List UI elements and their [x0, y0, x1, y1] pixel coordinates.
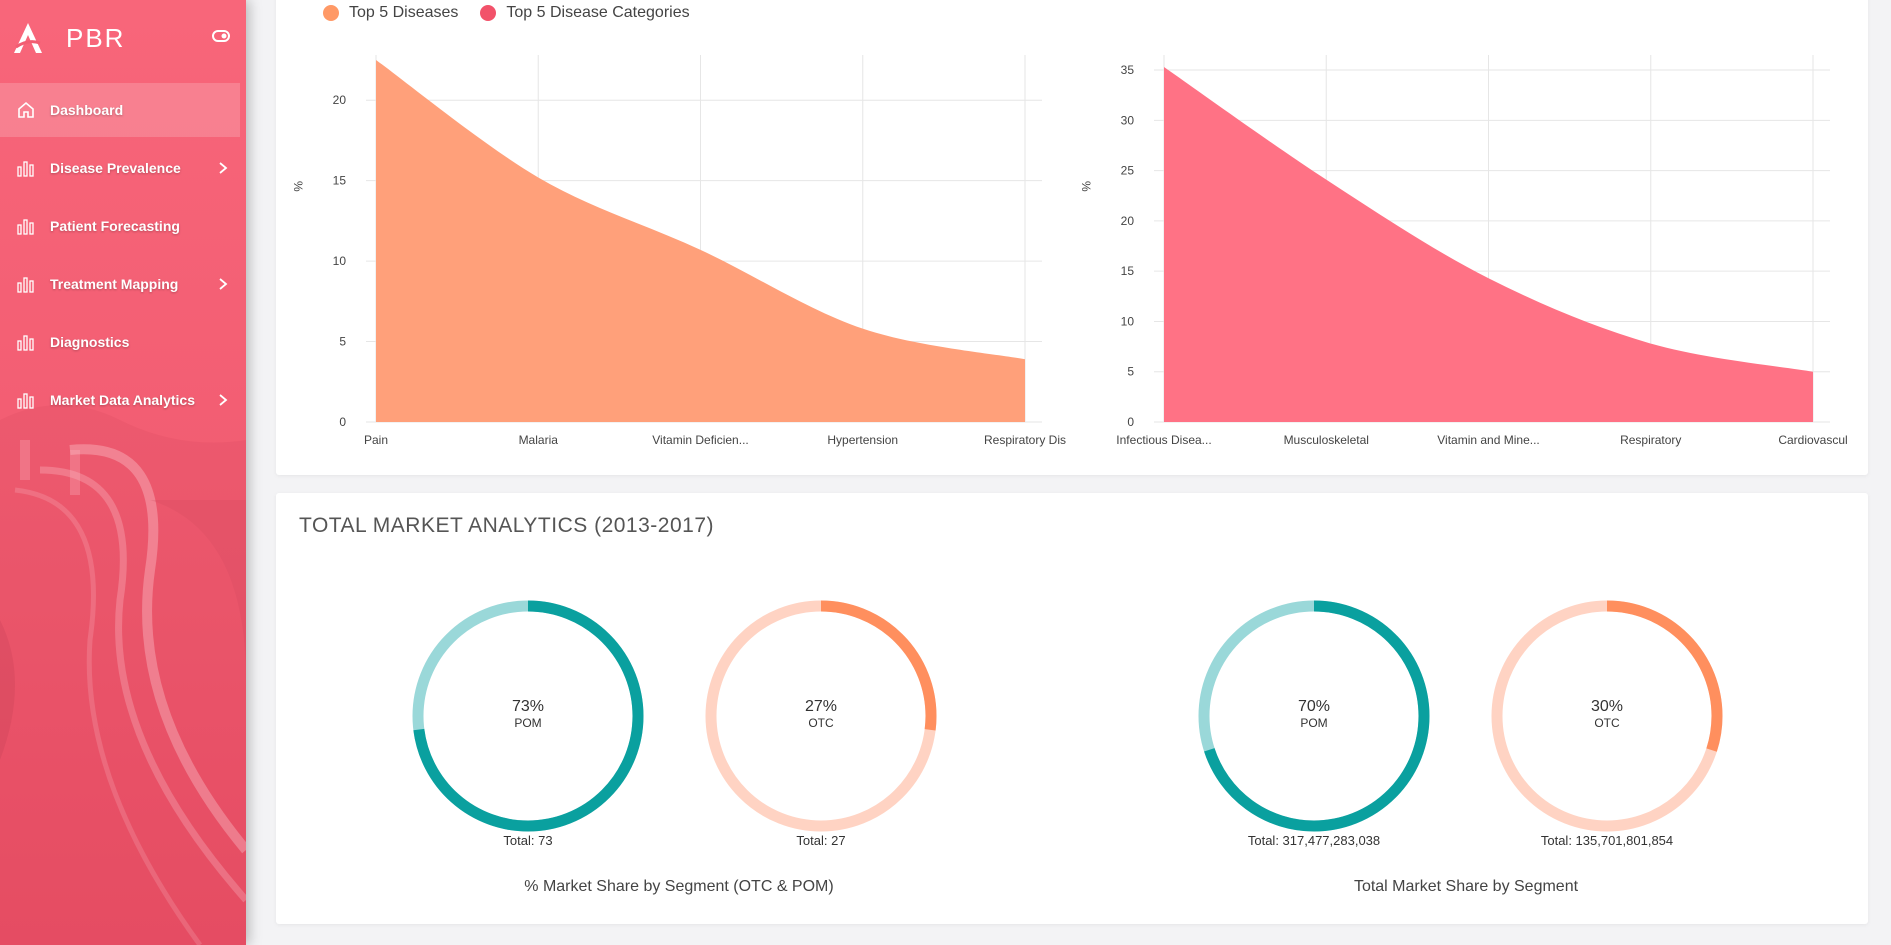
sidebar-item-treatment-mapping[interactable]: Treatment Mapping: [0, 257, 246, 311]
y-tick-label: 20: [333, 93, 347, 107]
x-tick-label: Respiratory Dis: [984, 433, 1066, 447]
y-tick-label: 15: [1121, 264, 1135, 278]
donut-total: Total: 317,477,283,038: [1247, 833, 1381, 848]
x-tick-label: Respiratory: [1620, 433, 1681, 447]
donut-percent: 30%: [1590, 698, 1624, 715]
legend-item-top-5-disease-categories[interactable]: Top 5 Disease Categories: [480, 4, 690, 22]
y-tick-label: 15: [333, 174, 347, 188]
donut-chart-otc: [705, 600, 937, 832]
x-tick-label: Cardiovascul: [1778, 433, 1847, 447]
donut-value-arc[interactable]: [1491, 600, 1723, 832]
area-series[interactable]: [376, 60, 1025, 422]
sidebar-item-label: Patient Forecasting: [50, 218, 180, 234]
legend-dot: [480, 5, 497, 21]
y-axis-label: %: [1079, 181, 1093, 192]
chevron-right-icon: [219, 162, 228, 174]
y-axis-label: %: [291, 181, 305, 192]
donut-percent: 73%: [511, 698, 545, 715]
y-tick-label: 30: [1121, 113, 1135, 127]
market-share-caption-total: Total Market Share by Segment: [1353, 878, 1579, 895]
y-tick-label: 0: [1127, 415, 1134, 429]
market-share-caption-percent: % Market Share by Segment (OTC & POM): [524, 878, 834, 895]
x-tick-label: Vitamin and Mine...: [1437, 433, 1540, 447]
donut-value-arc[interactable]: [1198, 600, 1430, 832]
legend-dot: [323, 5, 339, 21]
chevron-right-icon: [219, 278, 228, 290]
y-tick-label: 5: [339, 335, 346, 349]
sidebar-item-label: Disease Prevalence: [50, 160, 181, 176]
donut-total: Total: 135,701,801,854: [1540, 833, 1674, 848]
donut-total: Total: 73: [503, 833, 553, 848]
donut-segment-label: OTC: [1594, 716, 1620, 730]
x-tick-label: Hypertension: [827, 433, 898, 447]
brand-a-logo: [14, 23, 42, 53]
brand-name: PBR: [66, 22, 126, 53]
x-tick-label: Malaria: [519, 433, 559, 447]
donut-total: Total: 27: [796, 833, 846, 848]
sidebar-item-label: Dashboard: [50, 102, 124, 118]
chevron-right-icon: [219, 394, 228, 406]
donut-chart-otc: [1491, 600, 1723, 832]
sidebar-item-label: Treatment Mapping: [50, 276, 179, 292]
donut-value-arc[interactable]: [705, 600, 937, 832]
donut-chart-pom: [412, 600, 644, 832]
chart-legend: Top 5 Diseases Top 5 Disease Categories: [323, 4, 712, 22]
donut-segment-label: POM: [514, 716, 542, 730]
donut-value-arc[interactable]: [412, 600, 644, 832]
y-tick-label: 10: [333, 254, 347, 268]
market-analytics-title: TOTAL MARKET ANALYTICS (2013-2017): [299, 514, 714, 537]
sidebar-item-label: Market Data Analytics: [50, 392, 195, 408]
donut-segment-label: OTC: [808, 716, 834, 730]
area-series[interactable]: [1164, 67, 1813, 423]
bar-chart-icon: [17, 161, 34, 177]
legend-item-top-5-diseases[interactable]: Top 5 Diseases: [323, 4, 458, 22]
x-tick-label: Pain: [364, 433, 388, 447]
bar-chart-icon: [17, 277, 34, 293]
sidebar-background-road-image: [0, 405, 246, 945]
market-analytics-card: [276, 493, 1868, 924]
brand[interactable]: PBR: [12, 20, 125, 56]
legend-label: Top 5 Disease Categories: [506, 4, 690, 21]
sidebar-item-label: Diagnostics: [50, 334, 130, 350]
sidebar-item-market-data-analytics[interactable]: Market Data Analytics: [0, 373, 246, 427]
sidebar-item-diagnostics[interactable]: Diagnostics: [0, 315, 246, 369]
y-tick-label: 5: [1127, 365, 1134, 379]
bar-chart-icon: [17, 219, 34, 235]
donut-percent: 27%: [804, 698, 838, 715]
x-tick-label: Musculoskeletal: [1284, 433, 1369, 447]
x-tick-label: Vitamin Deficien...: [652, 433, 749, 447]
sidebar-item-disease-prevalence[interactable]: Disease Prevalence: [0, 141, 246, 195]
y-tick-label: 0: [339, 415, 346, 429]
bar-chart-icon: [17, 393, 34, 409]
legend-label: Top 5 Diseases: [349, 4, 459, 21]
top-5-diseases-area-chart: 0 5 10 15 20% Pain Malaria Vitamin Deficien... H…: [291, 55, 1066, 447]
sidebar-toggle-icon[interactable]: [212, 29, 230, 43]
y-tick-label: 10: [1121, 314, 1135, 328]
sidebar-item-patient-forecasting[interactable]: Patient Forecasting: [0, 199, 246, 253]
donut-chart-pom: [1198, 600, 1430, 832]
bar-chart-icon: [17, 335, 34, 351]
top-5-disease-categories-area-chart: 0 5 10 15 20 25 30 35% Infectious Disea... Muscul…: [1079, 55, 1848, 447]
sidebar-item-dashboard[interactable]: Dashboard: [0, 83, 240, 137]
donut-percent: 70%: [1297, 698, 1331, 715]
home-icon: [18, 101, 34, 118]
x-tick-label: Infectious Disea...: [1116, 433, 1211, 447]
y-tick-label: 25: [1121, 164, 1135, 178]
sidebar: PBR Dashboard Disease Prevalence: [0, 0, 246, 945]
y-tick-label: 35: [1121, 63, 1135, 77]
donut-segment-label: POM: [1300, 716, 1328, 730]
sidebar-nav: Dashboard Disease Prevalence Patient For…: [0, 83, 246, 431]
y-tick-label: 20: [1121, 214, 1135, 228]
